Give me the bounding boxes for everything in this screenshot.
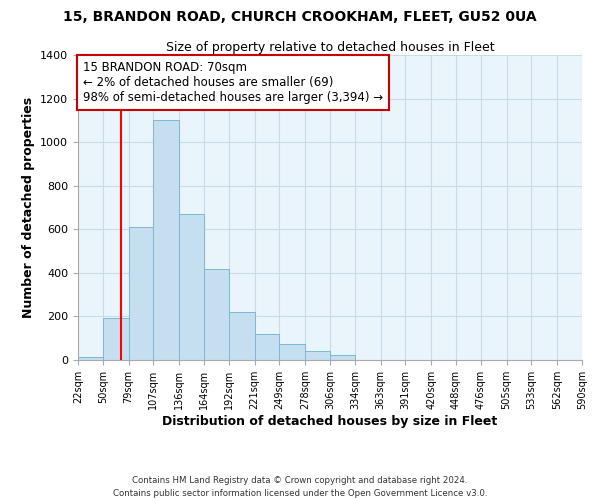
Bar bbox=[280, 344, 305, 360]
Bar bbox=[154, 120, 179, 360]
Y-axis label: Number of detached properties: Number of detached properties bbox=[22, 97, 35, 318]
Text: 15, BRANDON ROAD, CHURCH CROOKHAM, FLEET, GU52 0UA: 15, BRANDON ROAD, CHURCH CROOKHAM, FLEET… bbox=[63, 10, 537, 24]
Bar bbox=[305, 352, 330, 360]
Bar bbox=[128, 227, 154, 360]
X-axis label: Distribution of detached houses by size in Fleet: Distribution of detached houses by size … bbox=[163, 414, 497, 428]
Bar bbox=[229, 312, 254, 360]
Bar bbox=[330, 354, 355, 360]
Bar bbox=[254, 334, 280, 360]
Title: Size of property relative to detached houses in Fleet: Size of property relative to detached ho… bbox=[166, 41, 494, 54]
Text: Contains HM Land Registry data © Crown copyright and database right 2024.
Contai: Contains HM Land Registry data © Crown c… bbox=[113, 476, 487, 498]
Bar bbox=[103, 318, 128, 360]
Text: 15 BRANDON ROAD: 70sqm
← 2% of detached houses are smaller (69)
98% of semi-deta: 15 BRANDON ROAD: 70sqm ← 2% of detached … bbox=[83, 61, 383, 104]
Bar bbox=[179, 214, 204, 360]
Bar bbox=[78, 356, 103, 360]
Bar bbox=[204, 268, 229, 360]
